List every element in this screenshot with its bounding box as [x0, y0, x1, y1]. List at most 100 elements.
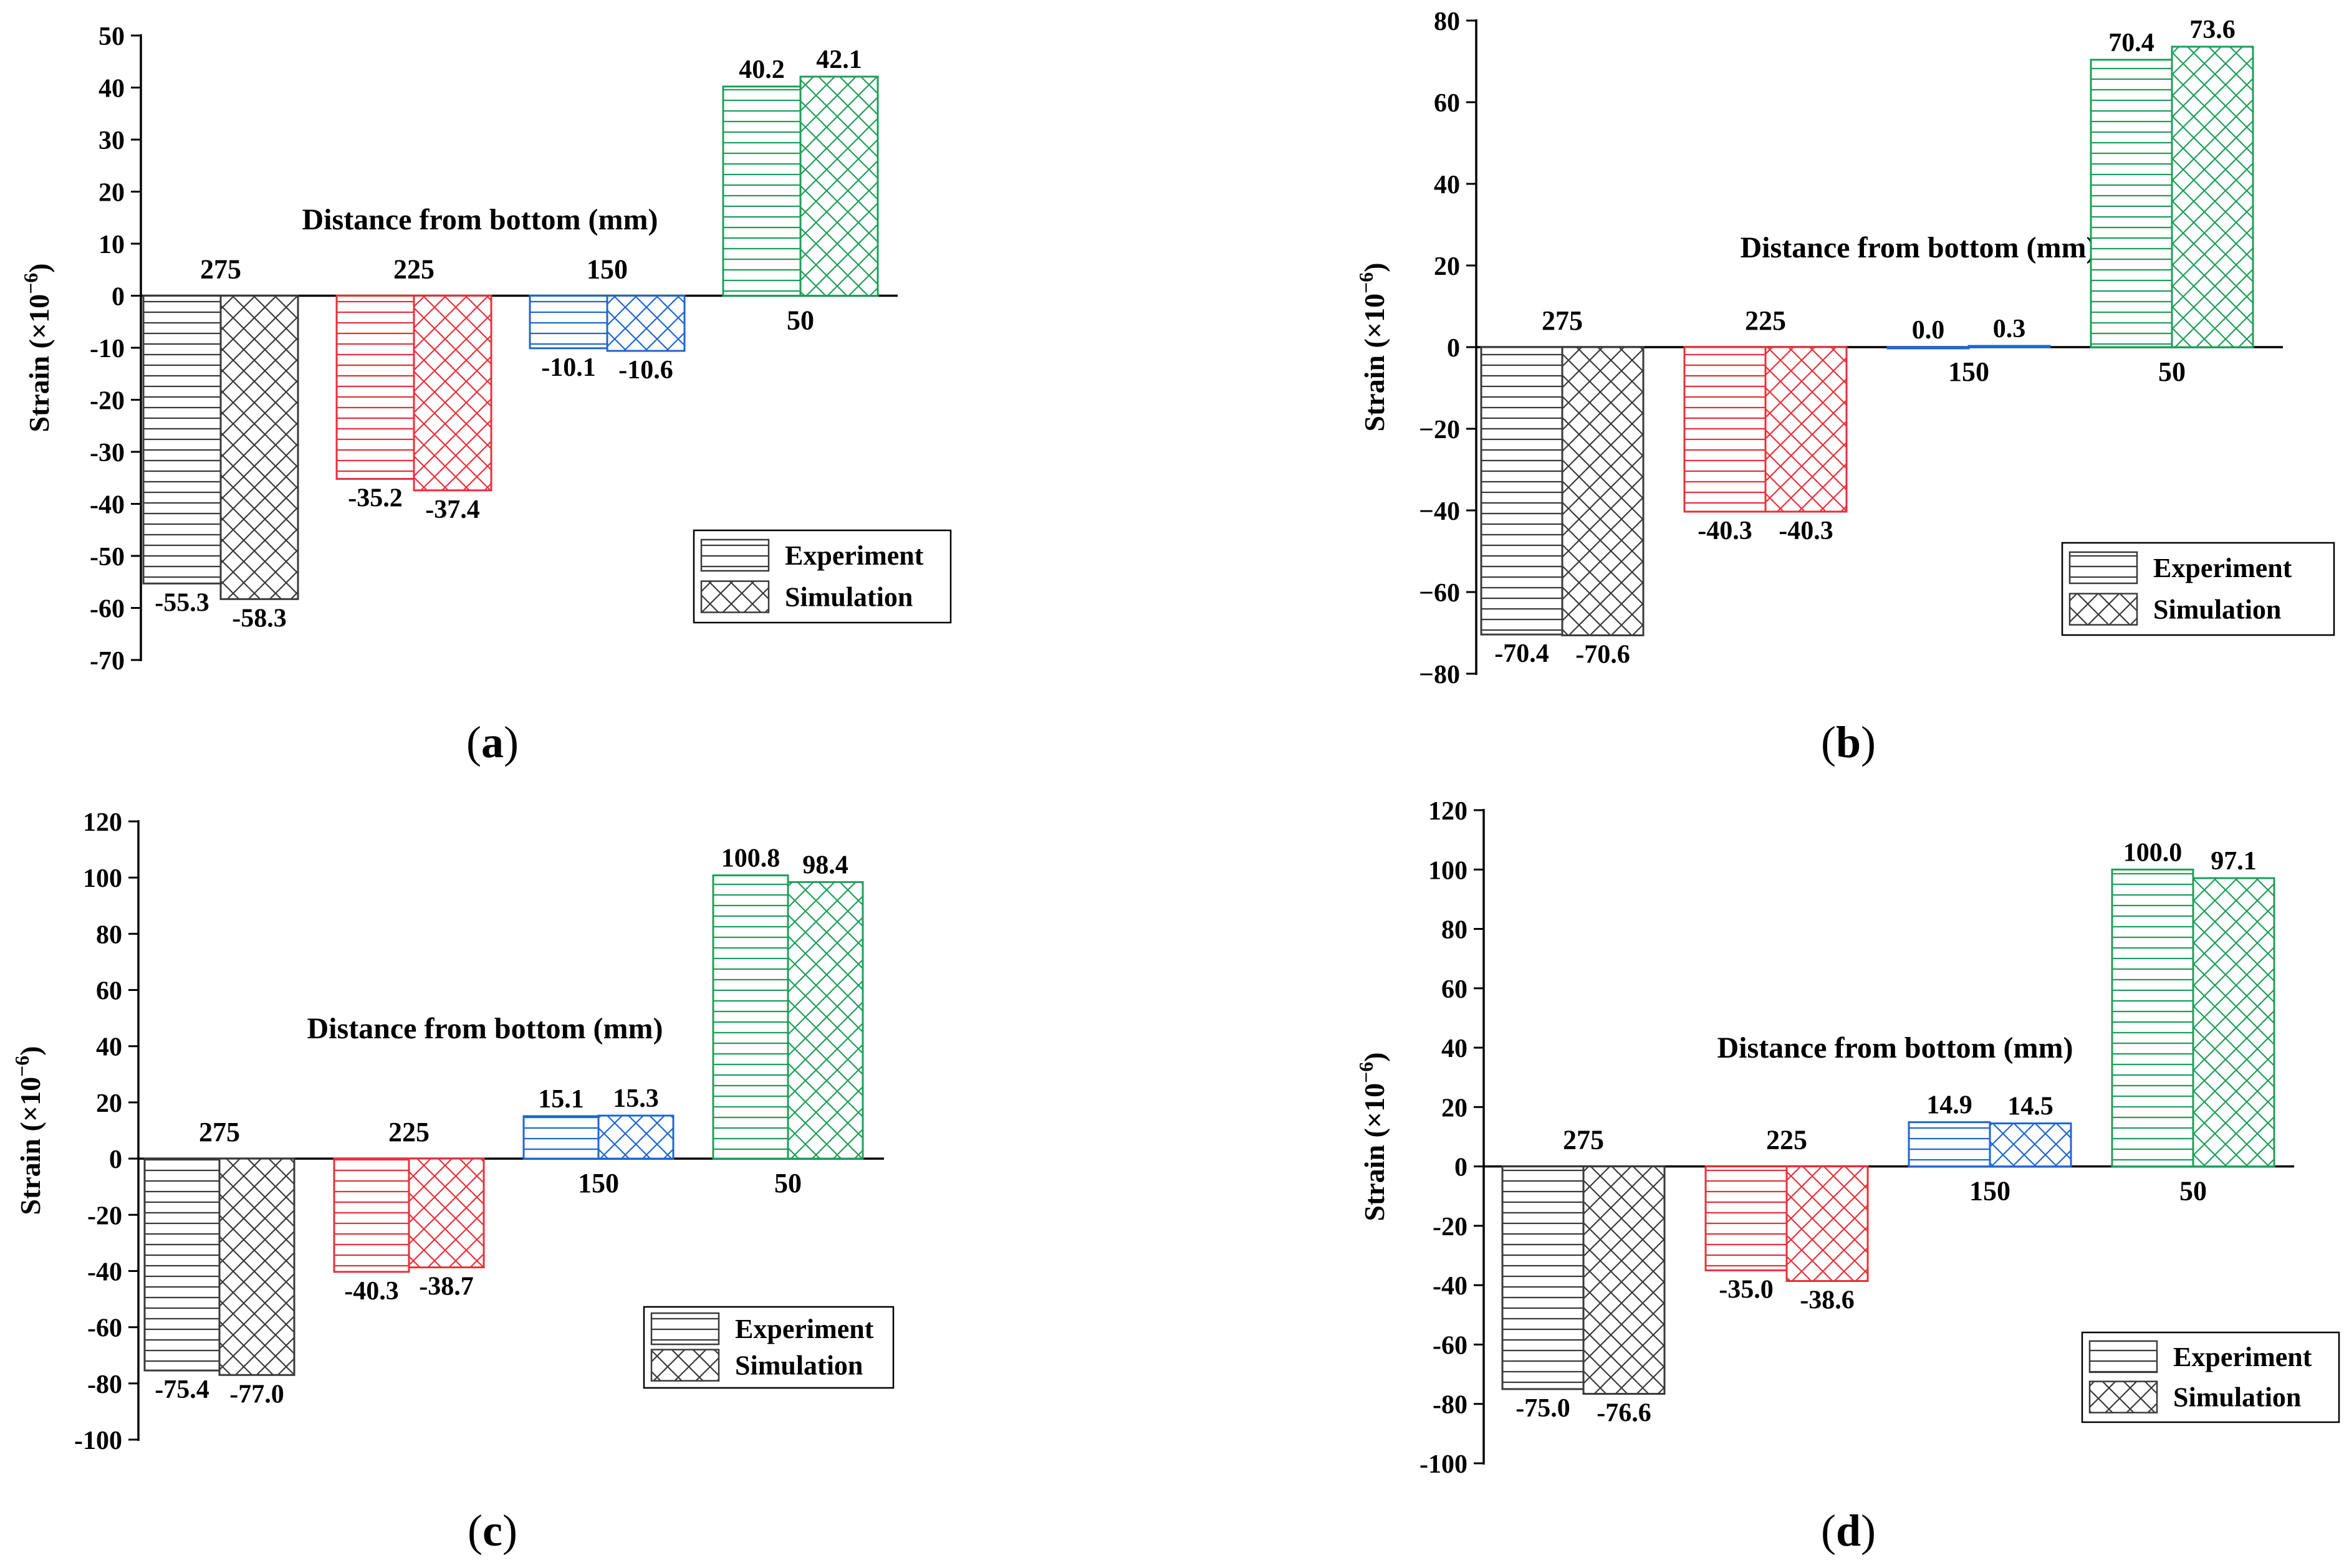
bar-group-50: 100.0 97.1 50 — [2111, 838, 2275, 1207]
data-label: 40.2 — [739, 55, 785, 84]
bar-experiment-225 — [335, 295, 415, 480]
y-tick-label: -10 — [90, 335, 125, 363]
bar-experiment-275 — [1501, 1165, 1585, 1390]
chart-title: Distance from bottom (mm) — [1717, 1031, 2073, 1064]
y-tick-label: −20 — [1419, 416, 1460, 444]
data-label: 15.1 — [538, 1085, 584, 1114]
data-label: 15.3 — [613, 1084, 659, 1113]
y-tick-label: -80 — [87, 1370, 122, 1399]
data-label: -70.6 — [1575, 640, 1630, 669]
legend-swatch-experiment — [2088, 1340, 2158, 1374]
bar-group-275: -75.0 -76.6 275 — [1501, 1125, 1666, 1428]
legend-swatch-experiment — [2068, 551, 2138, 585]
panel-label: (c) — [468, 1506, 517, 1556]
y-tick-label: −60 — [1419, 579, 1460, 608]
bar-experiment-150 — [1908, 1121, 1991, 1168]
legend-entry: Experiment — [2153, 553, 2292, 583]
bar-group-50: 100.8 98.4 50 — [712, 844, 864, 1198]
data-label: 0.0 — [1912, 316, 1945, 345]
bar-simulation-275 — [218, 1157, 295, 1376]
data-label: -76.6 — [1597, 1399, 1651, 1428]
y-tick-label: 80 — [1441, 916, 1467, 945]
bar-group-150: 14.9 14.5 150 — [1908, 1091, 2072, 1207]
category-label: 225 — [388, 1117, 430, 1147]
y-tick-label: -100 — [74, 1427, 122, 1455]
legend-entry: Simulation — [2153, 595, 2281, 625]
y-tick-label: −80 — [1419, 661, 1460, 689]
bar-simulation-50 — [2171, 45, 2254, 348]
legend-swatch-simulation — [2088, 1380, 2158, 1413]
bar-group-275: -70.4 -70.6 275 — [1480, 305, 1645, 669]
category-label: 225 — [1745, 305, 1786, 336]
category-label: 150 — [587, 254, 628, 285]
chart-panel-d: 120 100 80 60 40 20 0 -20 -40 -60 -80 -100 Strain (×… — [1355, 797, 2340, 1556]
panel-label: (d) — [1821, 1506, 1876, 1556]
data-label: -38.6 — [1800, 1286, 1855, 1315]
bar-group-275: -75.4 -77.0 275 — [143, 1117, 295, 1408]
y-tick-label: -80 — [1433, 1391, 1467, 1420]
category-label: 275 — [1542, 305, 1583, 336]
legend-entry: Experiment — [735, 1314, 874, 1344]
bar-experiment-50 — [722, 85, 802, 297]
bar-experiment-50 — [2090, 59, 2173, 348]
bar-simulation-225 — [408, 1157, 485, 1269]
data-label: -75.4 — [155, 1375, 209, 1404]
legend-swatch-experiment — [700, 538, 770, 572]
bar-group-225: -35.2 -37.4 225 — [335, 254, 492, 524]
y-tick-label: 0 — [1454, 1154, 1467, 1182]
y-tick-label: -100 — [1419, 1450, 1467, 1479]
y-tick-label: -40 — [1433, 1272, 1467, 1301]
y-tick-label: 30 — [98, 127, 125, 155]
data-label: 100.8 — [721, 844, 781, 873]
legend-entry: Experiment — [2173, 1342, 2312, 1372]
bar-experiment-150 — [1886, 346, 1970, 350]
category-label: 50 — [2179, 1176, 2207, 1207]
bar-experiment-150 — [529, 295, 608, 350]
y-tick-label: 80 — [1434, 7, 1460, 36]
category-label: 150 — [1948, 356, 1989, 387]
y-tick-label: 0 — [112, 283, 125, 312]
category-label: 50 — [774, 1168, 802, 1198]
data-label: 14.5 — [2007, 1092, 2053, 1121]
chart-title: Distance from bottom (mm) — [302, 203, 658, 236]
data-label: -40.3 — [1779, 517, 1833, 545]
bar-simulation-50 — [787, 881, 864, 1160]
data-label: -77.0 — [229, 1380, 284, 1408]
chart-panel-b: 80 60 40 20 0 −20 −40 −60 −80 Strain (×10−6) Dista… — [1355, 7, 2335, 767]
data-label: 73.6 — [2189, 16, 2236, 44]
bar-simulation-50 — [799, 75, 879, 297]
category-label: 50 — [787, 305, 814, 336]
category-label: 225 — [393, 254, 435, 285]
y-tick-label: −40 — [1419, 497, 1460, 526]
data-label: -35.0 — [1719, 1275, 1774, 1304]
category-label: 275 — [1563, 1125, 1604, 1155]
y-tick-label: 20 — [98, 179, 125, 208]
y-tick-label: 40 — [96, 1033, 122, 1062]
legend-swatch-simulation — [650, 1349, 720, 1382]
data-label: -75.0 — [1515, 1394, 1570, 1423]
legend-entry: Simulation — [735, 1350, 863, 1381]
bar-experiment-150 — [522, 1115, 600, 1160]
data-label: -38.7 — [419, 1273, 474, 1301]
y-tick-label: 20 — [96, 1089, 122, 1118]
y-tick-label: 20 — [1441, 1094, 1467, 1122]
bar-group-225: -40.3 -38.7 225 — [333, 1117, 485, 1306]
bar-group-225: -40.3 -40.3 225 — [1683, 305, 1848, 545]
y-tick-label: -50 — [90, 543, 125, 571]
y-tick-label: 60 — [96, 977, 122, 1006]
bar-simulation-150 — [1989, 1122, 2072, 1168]
bar-simulation-225 — [413, 295, 492, 492]
y-tick-label: -20 — [90, 387, 125, 416]
data-label: -58.3 — [232, 604, 287, 633]
bar-experiment-225 — [333, 1157, 410, 1273]
data-label: 70.4 — [2108, 29, 2154, 57]
data-label: 14.9 — [1926, 1091, 1972, 1120]
data-label: 98.4 — [802, 851, 848, 879]
bar-group-150: 15.1 15.3 150 — [522, 1084, 675, 1198]
y-tick-label: -60 — [90, 595, 125, 624]
category-label: 275 — [199, 1117, 240, 1147]
y-tick-label: 20 — [1434, 252, 1460, 281]
y-axis-label: Strain (×10−6) — [1355, 262, 1390, 431]
category-label: 50 — [2158, 356, 2186, 387]
